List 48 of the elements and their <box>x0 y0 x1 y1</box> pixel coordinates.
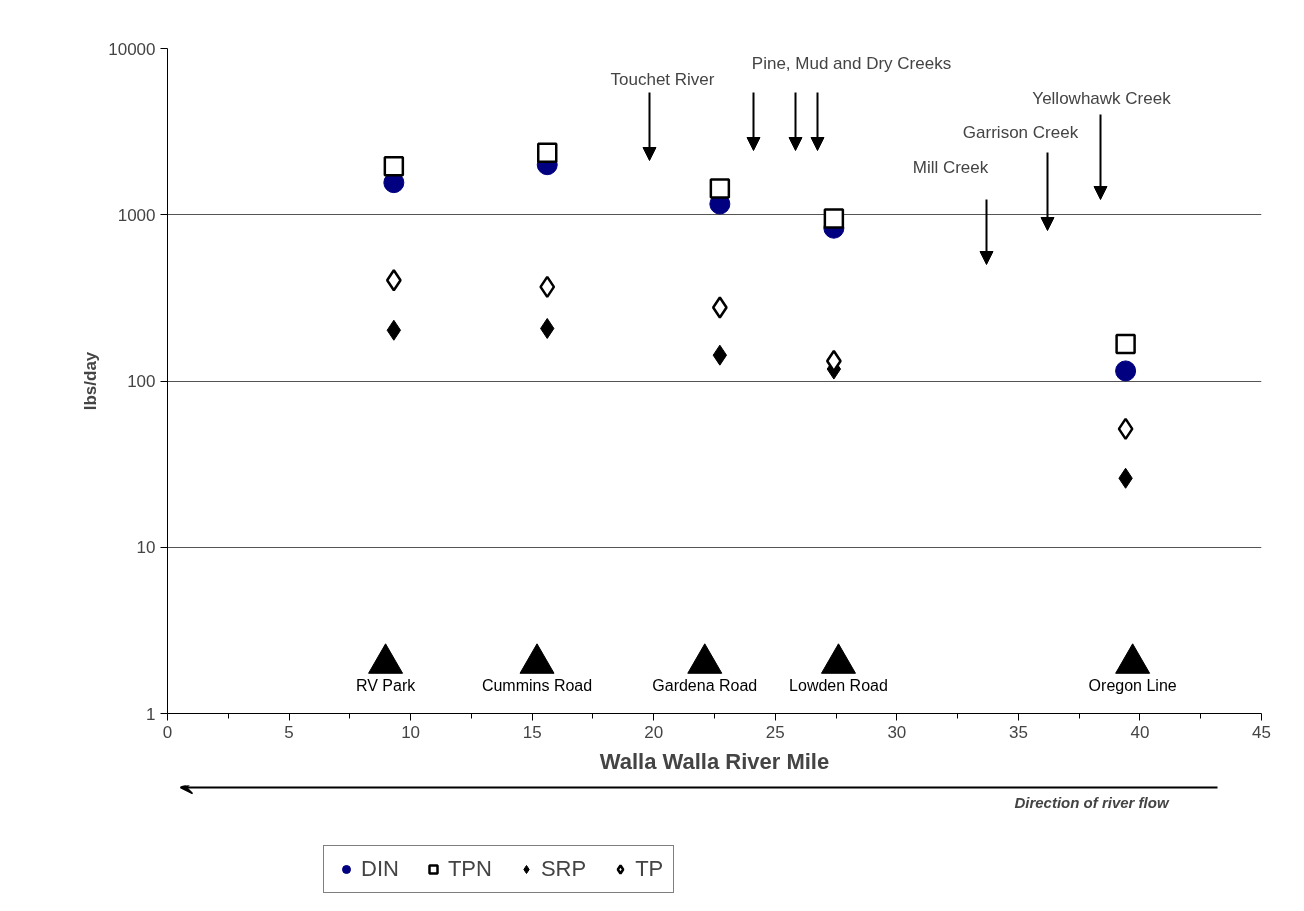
text: Direction of river flow <box>1014 793 1170 811</box>
legend-label: DIN <box>361 856 399 882</box>
y-tick-label: 10000 <box>108 39 156 59</box>
y-axis-title: lbs/day <box>81 351 101 411</box>
point <box>687 643 723 674</box>
point <box>1115 333 1136 355</box>
x-tick-label: 40 <box>1130 722 1150 742</box>
x-tick-label: 5 <box>284 722 294 742</box>
y-tick-label: 10 <box>136 538 156 558</box>
annotation: Pine, Mud and Dry Creeks <box>751 53 952 73</box>
x-tick-label: 45 <box>1252 722 1271 742</box>
point <box>539 275 556 299</box>
point <box>1115 360 1137 382</box>
y-tick-label: 100 <box>127 372 156 391</box>
point <box>536 142 558 163</box>
point <box>519 643 555 674</box>
point <box>385 268 402 292</box>
data-label: RV Park <box>355 677 417 695</box>
point <box>820 643 856 674</box>
x-tick-label: 30 <box>887 722 907 742</box>
legend-label: TP <box>635 856 664 882</box>
annotation: Yellowhawk Creek <box>1032 88 1172 108</box>
point <box>383 155 405 177</box>
y-tick-label: 1 <box>146 704 156 724</box>
point <box>711 296 728 319</box>
point <box>1115 643 1151 674</box>
legend-label: TPN <box>447 856 492 882</box>
point <box>709 178 731 199</box>
annotation: Garrison Creek <box>962 122 1079 142</box>
data-label: Lowden Road <box>789 677 888 695</box>
point <box>368 643 404 674</box>
data-label: Oregon Line <box>1088 677 1177 695</box>
x-axis-title: Walla Walla River Mile <box>599 748 830 774</box>
x-tick-label: 20 <box>644 722 664 742</box>
x-tick-label: 15 <box>522 722 542 742</box>
x-tick-label: 10 <box>401 722 421 742</box>
data-label: Gardena Road <box>652 677 758 695</box>
point <box>1117 417 1134 441</box>
x-tick-label: 0 <box>162 722 173 742</box>
legend-label: SRP <box>540 856 587 882</box>
annotation: Mill Creek <box>912 157 989 177</box>
x-tick-label: 35 <box>1008 722 1028 742</box>
x-tick-label: 25 <box>765 722 785 742</box>
annotation: Touchet River <box>610 69 715 89</box>
point <box>823 208 845 229</box>
y-tick-label: 1000 <box>117 205 156 225</box>
data-label: Cummins Road <box>481 677 593 695</box>
point <box>712 344 728 366</box>
